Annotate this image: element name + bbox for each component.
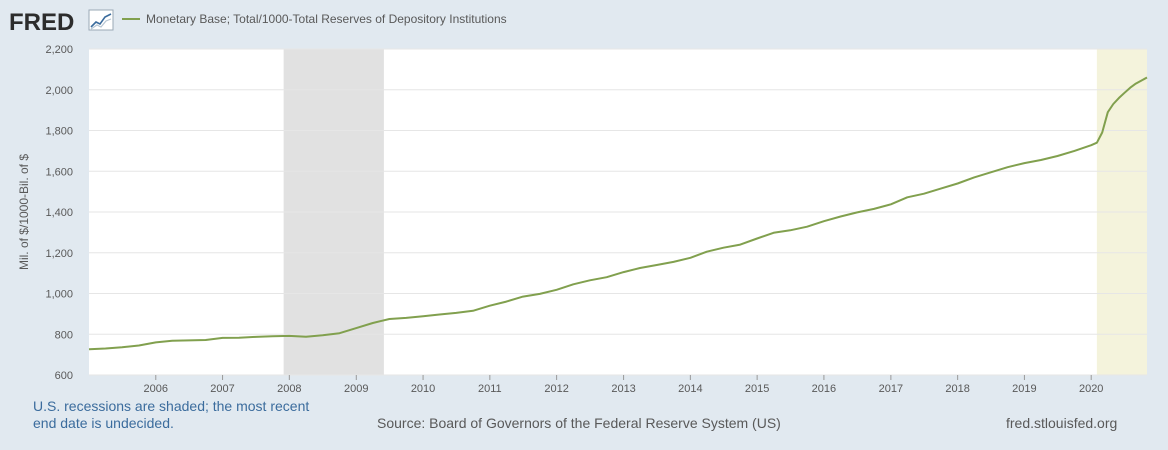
x-tick-label: 2016 xyxy=(812,383,836,395)
y-tick-label: 1,800 xyxy=(45,126,73,138)
fred-logo-text: FRED xyxy=(9,9,74,36)
x-tick-label: 2006 xyxy=(144,383,168,395)
line-graph-icon xyxy=(88,9,114,31)
series-line-monetary-base xyxy=(88,76,1148,351)
x-tick-label: 2013 xyxy=(611,383,635,395)
legend-label: Monetary Base; Total/1000-Total Reserves… xyxy=(146,12,507,26)
x-tick-label: 2020 xyxy=(1079,383,1103,395)
x-tick-label: 2012 xyxy=(544,383,568,395)
recession-note: U.S. recessions are shaded; the most rec… xyxy=(33,398,310,431)
y-axis-label: Mil. of $/1000-Bil. of $ xyxy=(17,154,31,270)
x-tick-label: 2007 xyxy=(210,383,234,395)
y-tick-label: 1,000 xyxy=(45,289,73,301)
y-tick-label: 2,200 xyxy=(45,44,73,56)
grid-lines xyxy=(89,48,1147,376)
y-tick-label: 600 xyxy=(55,370,73,382)
x-tick-label: 2018 xyxy=(945,383,969,395)
site-link[interactable]: fred.stlouisfed.org xyxy=(1006,415,1118,431)
x-tick-label: 2017 xyxy=(879,383,903,395)
x-tick-label: 2014 xyxy=(678,383,702,395)
x-tick-label: 2010 xyxy=(411,383,435,395)
source-text: Source: Board of Governors of the Federa… xyxy=(377,415,781,431)
x-tick-label: 2011 xyxy=(478,383,502,395)
y-axis-ticks: 600 800 1,000 1,200 1,400 1,600 1,800 2,000 2,20… xyxy=(45,44,73,382)
y-tick-label: 1,400 xyxy=(45,207,73,219)
x-tick-label: 2008 xyxy=(277,383,301,395)
y-tick-label: 1,200 xyxy=(45,248,73,260)
y-tick-label: 1,600 xyxy=(45,166,73,178)
y-tick-label: 2,000 xyxy=(45,85,73,97)
x-tick-label: 2015 xyxy=(745,383,769,395)
x-axis-ticks: 2006 2007 2008 2009 2010 2011 2012 2013 2014 2015… xyxy=(144,375,1103,395)
x-tick-label: 2009 xyxy=(344,383,368,395)
x-tick-label: 2019 xyxy=(1012,383,1036,395)
y-tick-label: 800 xyxy=(55,329,73,341)
